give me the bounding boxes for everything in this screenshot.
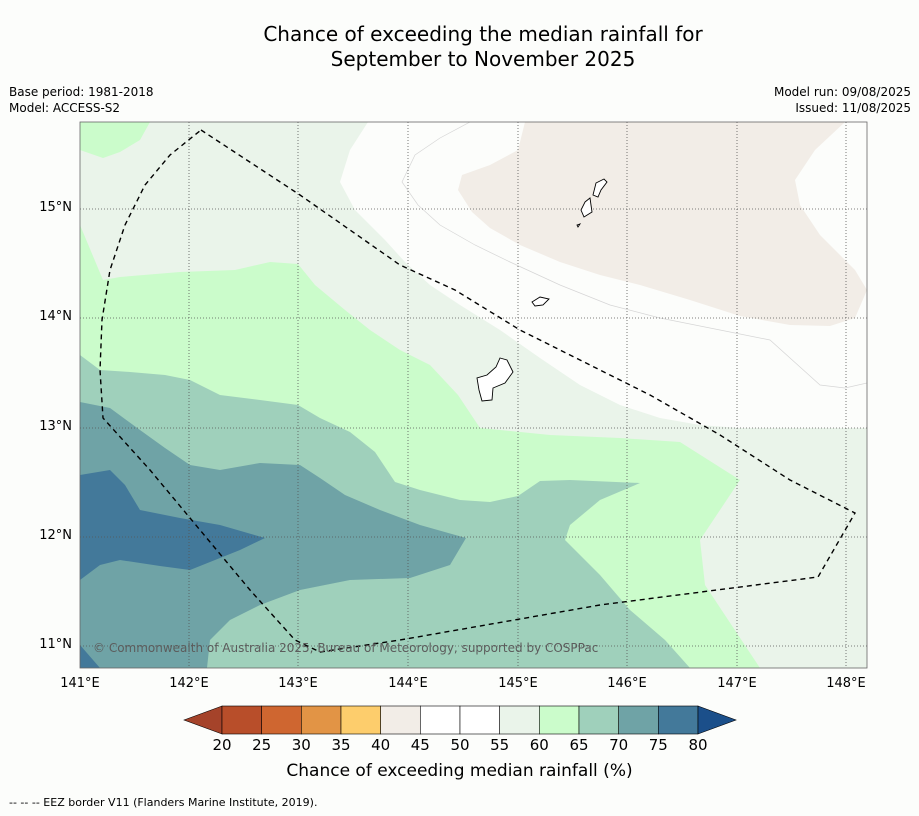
colorbar-60-65 (538, 705, 580, 735)
colorbar-55-60 (499, 705, 540, 735)
colorbar-75-80 (657, 705, 699, 735)
colorbar (183, 705, 737, 735)
model-name: Model: ACCESS-S2 (9, 101, 121, 115)
colorbar-25-30 (261, 705, 302, 735)
y-tick-12n: 12°N (39, 528, 72, 543)
colorbar-title: Chance of exceeding median rainfall (%) (286, 761, 633, 781)
map-title: Chance of exceeding the median rainfall … (0, 22, 919, 72)
colorbar-tick: 80 (688, 736, 708, 754)
guam-island (476, 357, 514, 402)
y-tick-13n: 13°N (39, 419, 72, 434)
colorbar-tick: 60 (529, 736, 549, 754)
map-frame (79, 121, 868, 669)
issued-date: Issued: 11/08/2025 (795, 101, 911, 115)
islands (476, 178, 608, 402)
colorbar-tick: 75 (648, 736, 668, 754)
band-70-75 (80, 402, 466, 668)
colorbar-70-75 (618, 705, 659, 735)
y-tick-15n: 15°N (39, 200, 72, 215)
colorbar-tick: 70 (609, 736, 629, 754)
x-tick-141: 141°E (60, 676, 100, 691)
colorbar-extend-low (183, 705, 223, 735)
band-40-45 (458, 122, 867, 326)
eez-legend: -- -- -- EEZ border V11 (Flanders Marine… (9, 796, 318, 809)
base-period: Base period: 1981-2018 (9, 85, 154, 99)
copyright-notice: © Commonwealth of Australia 2025, Bureau… (93, 641, 599, 655)
colorbar-tick: 30 (291, 736, 311, 754)
x-tick-142: 142°E (169, 676, 209, 691)
x-tick-147: 147°E (717, 676, 757, 691)
eez-border (99, 129, 856, 653)
colorbar-45-50 (419, 705, 461, 735)
metadata-right: Model run: 09/08/2025 Issued: 11/08/2025 (774, 84, 911, 116)
y-tick-11n: 11°N (39, 637, 72, 652)
title-line-2: September to November 2025 (330, 47, 636, 71)
colorbar-tick: 40 (371, 736, 391, 754)
metadata-left: Base period: 1981-2018 Model: ACCESS-S2 (9, 84, 154, 116)
colorbar-tick: 50 (450, 736, 470, 754)
colorbar-20-25 (221, 705, 263, 735)
saipan-island (592, 178, 608, 198)
colorbar-30-35 (300, 705, 342, 735)
x-tick-146: 146°E (607, 676, 647, 691)
rota-island (531, 296, 550, 307)
gridlines (80, 122, 867, 668)
band-75-80 (80, 470, 265, 668)
colorbar-tick: 35 (331, 736, 351, 754)
x-tick-145: 145°E (498, 676, 538, 691)
colorbar-extend-high (697, 705, 737, 735)
contour-line (401, 122, 867, 389)
colorbar-tick: 45 (410, 736, 430, 754)
model-run: Model run: 09/08/2025 (773, 85, 911, 99)
aguijan-island (576, 223, 582, 228)
colorbar-35-40 (340, 705, 382, 735)
colorbar-65-70 (578, 705, 620, 735)
colorbar-40-45 (380, 705, 421, 735)
colorbar-50-55 (459, 705, 501, 735)
colorbar-tick: 20 (212, 736, 232, 754)
rainfall-map (80, 122, 867, 668)
colorbar-tick: 65 (569, 736, 589, 754)
tinian-island (580, 197, 593, 218)
title-line-1: Chance of exceeding the median rainfall … (263, 22, 703, 46)
x-tick-144: 144°E (388, 676, 428, 691)
y-tick-14n: 14°N (39, 309, 72, 324)
colorbar-tick: 25 (252, 736, 272, 754)
colorbar-tick: 55 (490, 736, 510, 754)
x-tick-148: 148°E (826, 676, 866, 691)
x-tick-143: 143°E (278, 676, 318, 691)
